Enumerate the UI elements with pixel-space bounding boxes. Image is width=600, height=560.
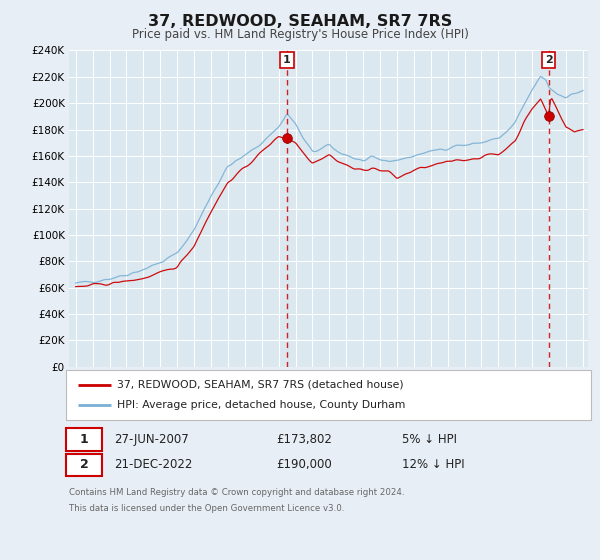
Text: 21-DEC-2022: 21-DEC-2022 [114,458,193,472]
Text: 5% ↓ HPI: 5% ↓ HPI [402,433,457,446]
Text: 27-JUN-2007: 27-JUN-2007 [114,433,189,446]
Text: 37, REDWOOD, SEAHAM, SR7 7RS (detached house): 37, REDWOOD, SEAHAM, SR7 7RS (detached h… [117,380,404,390]
Text: 2: 2 [545,55,553,65]
Text: Price paid vs. HM Land Registry's House Price Index (HPI): Price paid vs. HM Land Registry's House … [131,28,469,41]
Text: 1: 1 [80,433,88,446]
Text: HPI: Average price, detached house, County Durham: HPI: Average price, detached house, Coun… [117,400,406,410]
Text: 12% ↓ HPI: 12% ↓ HPI [402,458,464,472]
Text: 2: 2 [80,458,88,472]
Text: 37, REDWOOD, SEAHAM, SR7 7RS: 37, REDWOOD, SEAHAM, SR7 7RS [148,14,452,29]
Text: This data is licensed under the Open Government Licence v3.0.: This data is licensed under the Open Gov… [69,504,344,513]
Text: 1: 1 [283,55,291,65]
Text: £173,802: £173,802 [276,433,332,446]
Text: Contains HM Land Registry data © Crown copyright and database right 2024.: Contains HM Land Registry data © Crown c… [69,488,404,497]
Text: £190,000: £190,000 [276,458,332,472]
